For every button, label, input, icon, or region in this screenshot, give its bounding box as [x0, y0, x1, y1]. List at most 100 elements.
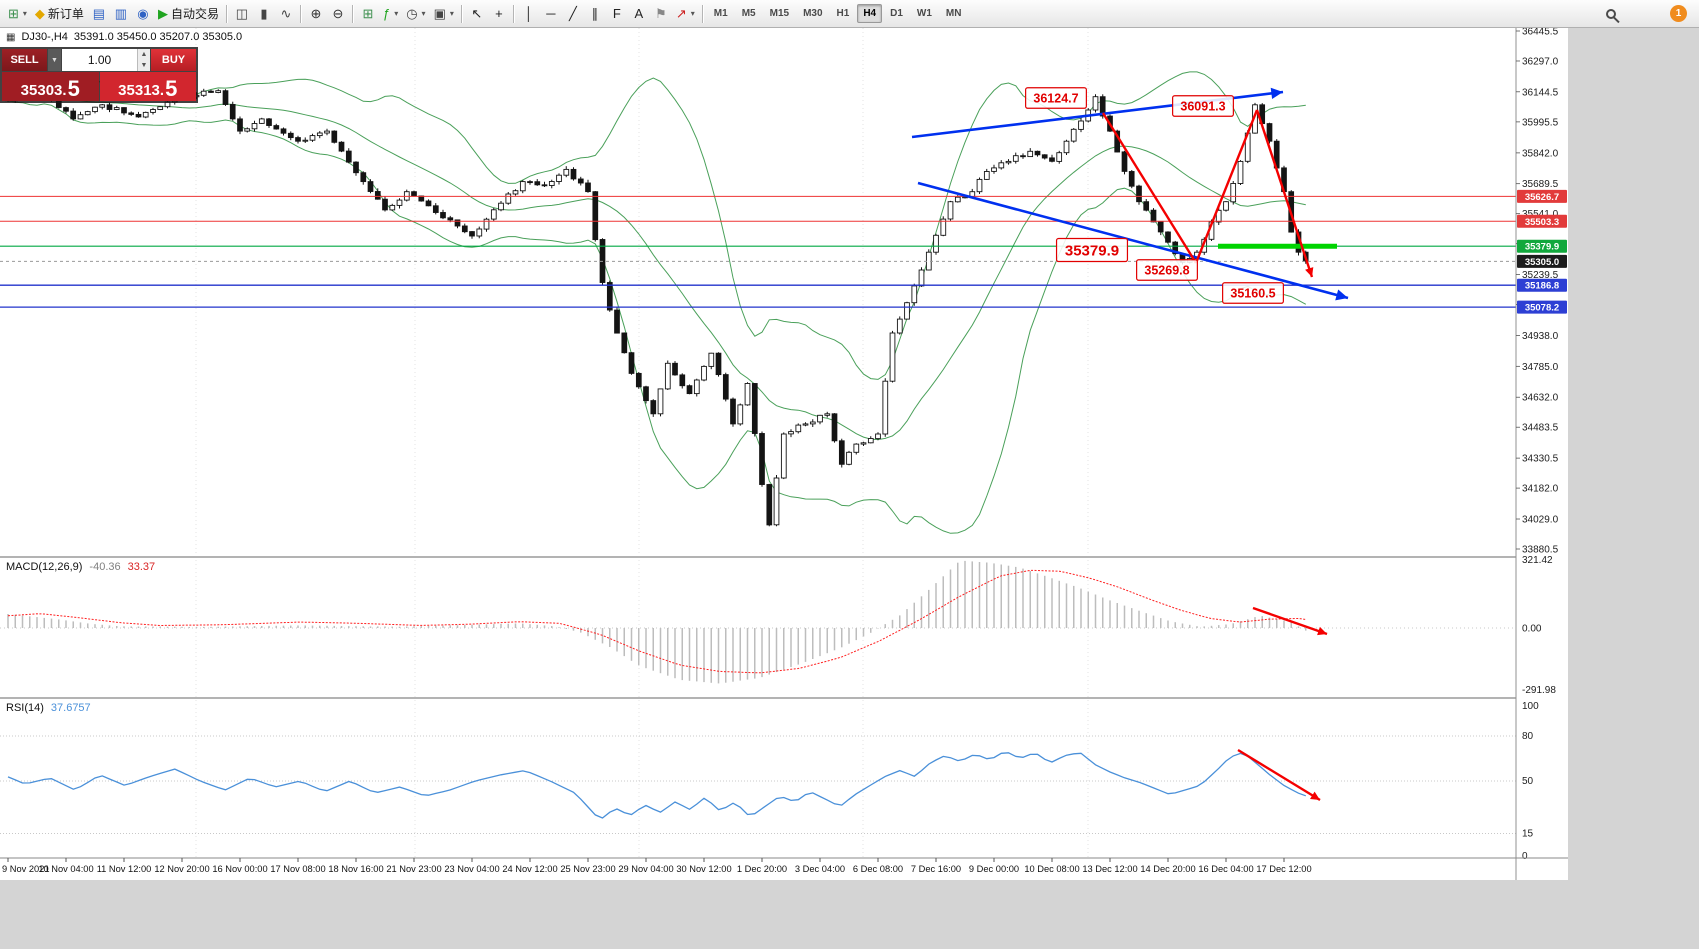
periods-button[interactable]: ◷ ▾: [402, 3, 429, 25]
candle-chart-button[interactable]: ▮: [253, 3, 275, 25]
buy-button[interactable]: BUY: [151, 49, 196, 71]
svg-text:29 Nov 04:00: 29 Nov 04:00: [618, 864, 673, 874]
templates-button[interactable]: ▣ ▾: [430, 3, 458, 25]
svg-text:18 Nov 16:00: 18 Nov 16:00: [328, 864, 383, 874]
hline-icon: ─: [546, 6, 556, 21]
svg-text:10 Nov 04:00: 10 Nov 04:00: [38, 864, 93, 874]
chart-plus-icon: ⊞: [8, 6, 19, 21]
spinner-up-icon[interactable]: ▲: [138, 49, 150, 60]
autotrading-button[interactable]: ▶ 自动交易: [154, 3, 223, 25]
timeframe-m30-button[interactable]: M30: [803, 8, 823, 19]
svg-text:23 Nov 04:00: 23 Nov 04:00: [444, 864, 499, 874]
zoom-out-button[interactable]: ⊖: [327, 3, 349, 25]
buy-price-button[interactable]: 35313. 5: [99, 72, 196, 101]
crosshair-button[interactable]: +: [488, 3, 510, 25]
svg-text:34182.0: 34182.0: [1522, 484, 1559, 495]
svg-text:36297.0: 36297.0: [1522, 56, 1559, 67]
price-chart-canvas[interactable]: 36124.7 36091.3 35379.9 35269.8 35160.5 36445…: [0, 28, 1568, 880]
toolbar-separator: [225, 4, 228, 23]
order-type-dropdown[interactable]: ▼: [48, 49, 61, 71]
dropdown-arrow-icon: ▾: [449, 9, 454, 18]
tile-icon: ⊞: [362, 6, 374, 21]
cursor-button[interactable]: ↖: [466, 3, 488, 25]
sell-button[interactable]: SELL: [2, 49, 47, 71]
volume-spinner[interactable]: ▲ ▼: [137, 49, 150, 71]
svg-text:24 Nov 12:00: 24 Nov 12:00: [502, 864, 557, 874]
new-order-label: 新订单: [47, 7, 84, 21]
navigator-button[interactable]: ◉: [132, 3, 154, 25]
autotrading-label: 自动交易: [170, 7, 219, 21]
svg-text:1 Dec 20:00: 1 Dec 20:00: [737, 864, 787, 874]
zoom-in-button[interactable]: ⊕: [305, 3, 327, 25]
one-click-trading-panel: SELL ▼ 1.00 ▲ ▼ BUY 35303. 5 35313. 5: [0, 47, 198, 103]
macd-name: MACD(12,26,9): [6, 561, 83, 573]
svg-text:80: 80: [1522, 731, 1534, 742]
timeframe-m1-button[interactable]: M1: [713, 8, 728, 19]
horizontal-line-button[interactable]: ─: [540, 3, 562, 25]
fibonacci-retracement-button[interactable]: F: [606, 3, 628, 25]
ohlc-values: 35391.0 35450.0 35207.0 35305.0: [73, 31, 243, 43]
spinner-down-icon[interactable]: ▼: [138, 60, 150, 71]
svg-text:34938.0: 34938.0: [1522, 331, 1559, 342]
trendline-button[interactable]: ╱: [562, 3, 584, 25]
svg-text:35239.5: 35239.5: [1522, 270, 1559, 281]
timeframe-m5-button[interactable]: M5: [741, 8, 756, 19]
volume-input[interactable]: 1.00 ▲ ▼: [62, 49, 150, 71]
sell-price-main: 35303.: [20, 81, 67, 99]
arrows-button[interactable]: ↗ ▾: [672, 3, 699, 25]
text-label-button[interactable]: ⚑: [650, 3, 672, 25]
toolbar-separator: [512, 4, 515, 23]
rsi-name: RSI(14): [6, 702, 44, 714]
zoom-in-icon: ⊕: [310, 6, 322, 21]
timeframe-mn-button[interactable]: MN: [945, 8, 962, 19]
text-button[interactable]: A: [628, 3, 650, 25]
chart-symbol-info: ▦ DJ30-,H4 35391.0 35450.0 35207.0 35305…: [6, 31, 242, 43]
market-watch-button[interactable]: ▤: [88, 3, 110, 25]
data-window-icon: ▥: [114, 6, 128, 21]
macd-signal-value: 33.37: [127, 561, 156, 573]
price-scale: 36445.5 36297.0 36144.5 35995.5 35842.0 35689…: [1515, 28, 1568, 880]
timeframe-h4-button[interactable]: H4: [857, 4, 883, 23]
line-chart-button[interactable]: ∿: [275, 3, 297, 25]
sell-price-button[interactable]: 35303. 5: [2, 72, 99, 101]
new-chart-button[interactable]: ⊞ ▾: [4, 3, 31, 25]
tile-windows-button[interactable]: ⊞: [357, 3, 379, 25]
svg-text:33880.5: 33880.5: [1522, 545, 1559, 556]
new-order-button[interactable]: ◆ 新订单: [31, 3, 88, 25]
svg-text:9 Dec 00:00: 9 Dec 00:00: [969, 864, 1019, 874]
svg-text:100: 100: [1522, 701, 1539, 712]
red-move-arrows: [1101, 109, 1314, 278]
equidistant-channel-button[interactable]: ∥: [584, 3, 606, 25]
bar-chart-button[interactable]: ◫: [231, 3, 253, 25]
indicators-button[interactable]: ƒ ▾: [379, 3, 402, 25]
timeframe-w1-button[interactable]: W1: [916, 8, 932, 19]
data-window-button[interactable]: ▥: [110, 3, 132, 25]
linechart-icon: ∿: [280, 6, 292, 21]
notification-badge[interactable]: 1: [1670, 5, 1687, 22]
vertical-line-button[interactable]: │: [518, 3, 540, 25]
search-button[interactable]: [1600, 3, 1622, 25]
macd-main-value: -40.36: [89, 561, 121, 573]
svg-text:34785.0: 34785.0: [1522, 362, 1559, 373]
timeframe-d1-button[interactable]: D1: [890, 8, 903, 19]
timeframe-h1-button[interactable]: H1: [836, 8, 850, 19]
svg-text:35379.9: 35379.9: [1065, 242, 1119, 259]
svg-text:16 Nov 00:00: 16 Nov 00:00: [212, 864, 267, 874]
svg-text:34330.5: 34330.5: [1522, 454, 1559, 465]
sell-price-frac: 5: [67, 76, 80, 102]
arrows-icon: ↗: [675, 6, 687, 21]
svg-text:35626.7: 35626.7: [1525, 192, 1559, 203]
vline-icon: │: [524, 6, 533, 21]
workspace: 36124.7 36091.3 35379.9 35269.8 35160.5 36445…: [0, 28, 1699, 949]
navigator-icon: ◉: [137, 6, 149, 21]
svg-text:7 Dec 16:00: 7 Dec 16:00: [911, 864, 961, 874]
svg-text:34632.0: 34632.0: [1522, 393, 1559, 404]
svg-text:-291.98: -291.98: [1522, 685, 1556, 696]
clock-icon: ◷: [406, 6, 418, 21]
svg-text:35541.0: 35541.0: [1522, 209, 1559, 220]
svg-text:36091.3: 36091.3: [1180, 100, 1225, 114]
timeframe-m15-button[interactable]: M15: [769, 8, 790, 19]
candles-icon: ▮: [260, 6, 268, 21]
dropdown-arrow-icon: ▾: [421, 9, 426, 18]
svg-text:34483.5: 34483.5: [1522, 423, 1559, 434]
